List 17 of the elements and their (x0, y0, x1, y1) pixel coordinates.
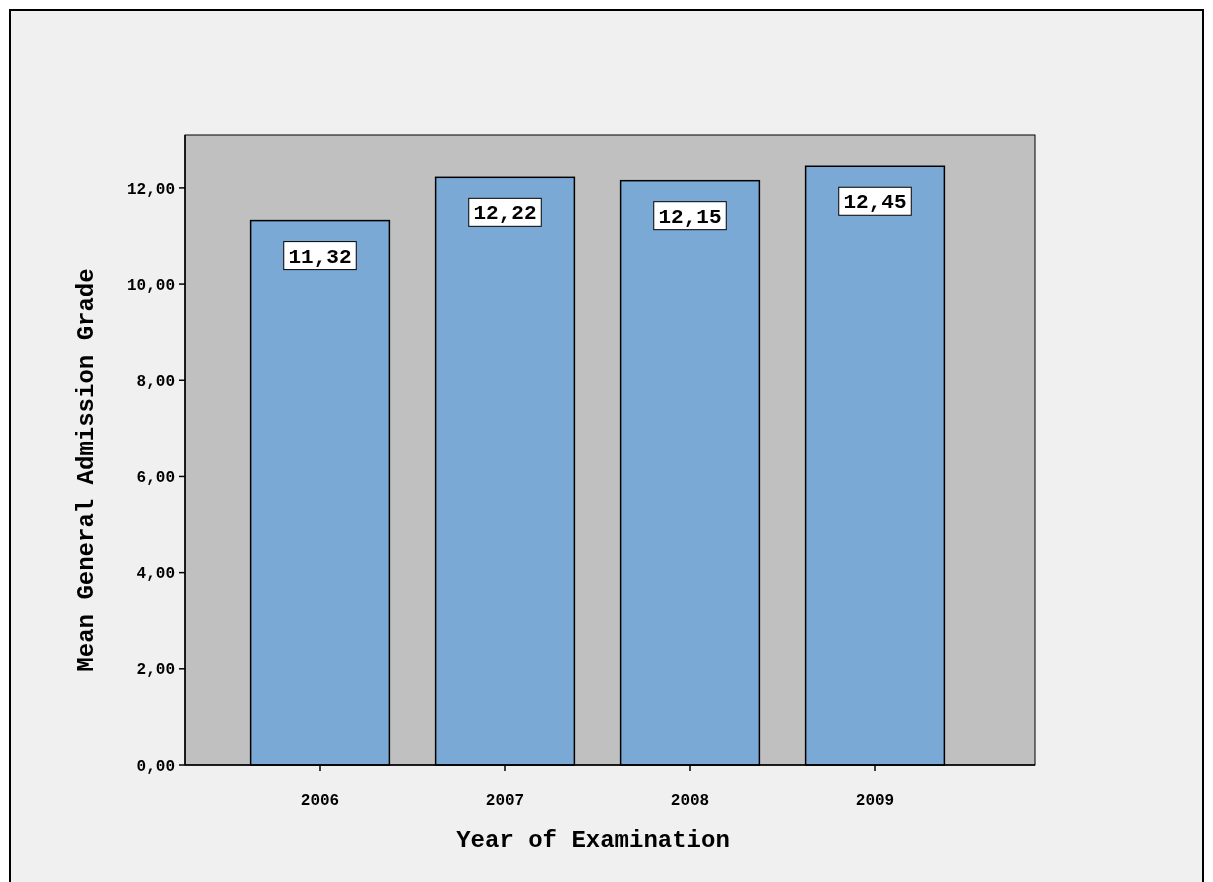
y-tick-label: 6,00 (136, 469, 175, 488)
y-tick-label: 0,00 (136, 757, 175, 776)
y-tick-label: 12,00 (126, 180, 175, 199)
y-tick-label: 8,00 (136, 372, 175, 391)
y-tick-label: 2,00 (136, 661, 175, 680)
data-label: 12,45 (843, 191, 907, 215)
data-label: 11,32 (288, 245, 352, 269)
data-label: 12,15 (658, 205, 722, 229)
y-axis-title: Mean General Admission Grade (73, 268, 100, 672)
y-tick-label: 4,00 (136, 565, 175, 584)
x-tick-label: 2009 (855, 792, 895, 810)
x-axis-title: Year of Examination (456, 827, 730, 854)
x-tick-label: 2006 (300, 792, 340, 810)
data-label: 12,22 (473, 202, 537, 226)
x-tick-label: 2007 (485, 792, 525, 810)
y-tick-label: 10,00 (126, 276, 175, 295)
x-tick-label: 2008 (670, 792, 710, 810)
